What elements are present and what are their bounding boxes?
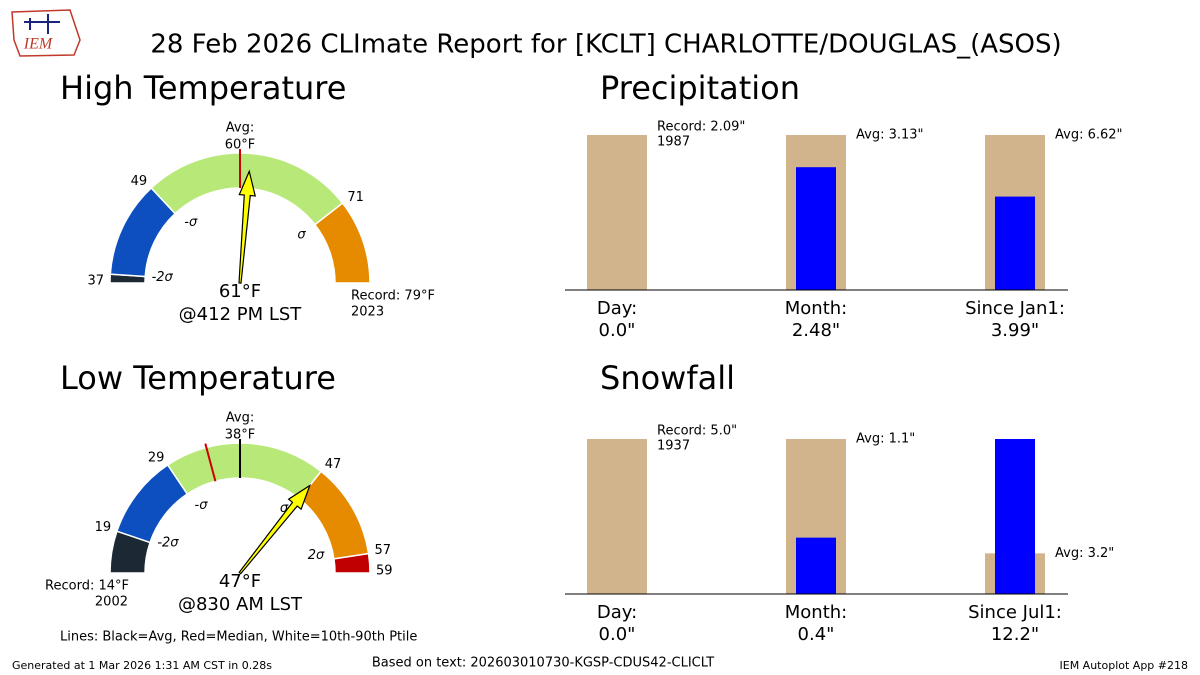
gauge-time: @830 AM LST bbox=[178, 594, 303, 615]
avg-label: Avg: bbox=[226, 121, 254, 136]
gauge-band bbox=[166, 442, 323, 500]
group-value: 2.48" bbox=[792, 320, 840, 341]
gauge-tick-label: 71 bbox=[347, 190, 364, 205]
group-value: 12.2" bbox=[991, 624, 1039, 645]
footer-left: Generated at 1 Mar 2026 1:31 AM CST in 0… bbox=[12, 659, 272, 672]
gauge-tick-label: 59 bbox=[376, 564, 393, 579]
avg-value-label: 38°F bbox=[225, 428, 256, 443]
logo: IEM bbox=[11, 9, 81, 57]
observed-bar bbox=[796, 537, 836, 594]
reference-label: Record: 2.09" bbox=[657, 120, 745, 135]
panel-title: Snowfall bbox=[600, 359, 735, 397]
gauge-tick-label: 19 bbox=[95, 520, 112, 535]
avg-value-label: 60°F bbox=[225, 138, 256, 153]
group-value: 0.4" bbox=[798, 624, 835, 645]
group-value: 0.0" bbox=[599, 624, 636, 645]
observed-bar bbox=[796, 167, 836, 290]
avg-label: Avg: bbox=[226, 411, 254, 426]
reference-label: Avg: 3.2" bbox=[1055, 546, 1114, 561]
group-label: Month: bbox=[785, 298, 847, 319]
sigma-label: σ bbox=[297, 228, 306, 243]
observed-bar bbox=[995, 196, 1035, 290]
median-line bbox=[204, 443, 217, 482]
gauge-tick-label: 47 bbox=[325, 457, 342, 472]
sigma-label: 2σ bbox=[308, 548, 325, 563]
sigma-label: σ bbox=[280, 501, 289, 516]
sigma-label: -2σ bbox=[157, 536, 179, 551]
record-label: Record: 79°F bbox=[351, 289, 435, 304]
legend: Lines: Black=Avg, Red=Median, White=10th… bbox=[60, 630, 417, 645]
gauge-title: High Temperature bbox=[60, 69, 346, 107]
gauge-time: @412 PM LST bbox=[179, 304, 303, 325]
report-title: 28 Feb 2026 CLImate Report for [KCLT] CH… bbox=[150, 30, 1061, 60]
observed-bar bbox=[995, 439, 1035, 594]
gauge-tick-label: 57 bbox=[374, 543, 391, 558]
panel-title: Precipitation bbox=[600, 69, 800, 107]
logo-icon bbox=[24, 14, 60, 34]
gauge-title: Low Temperature bbox=[60, 359, 336, 397]
group-label: Since Jul1: bbox=[968, 602, 1062, 623]
gauge-tick-label: 49 bbox=[131, 174, 148, 189]
reference-year: 1987 bbox=[657, 135, 690, 150]
reference-bar bbox=[587, 439, 647, 594]
sigma-label: -2σ bbox=[152, 270, 174, 285]
sigma-label: -σ bbox=[184, 215, 198, 230]
gauge-tick-label: 29 bbox=[148, 450, 165, 465]
group-label: Day: bbox=[597, 298, 637, 319]
record-label: Record: 14°F bbox=[45, 579, 129, 594]
reference-year: 1937 bbox=[657, 439, 690, 454]
gauge-tick-label: 37 bbox=[87, 274, 104, 289]
logo-text: IEM bbox=[23, 36, 54, 53]
footer-right: IEM Autoplot App #218 bbox=[1060, 659, 1189, 672]
sigma-label: -σ bbox=[195, 498, 209, 513]
group-value: 3.99" bbox=[991, 320, 1039, 341]
group-value: 0.0" bbox=[599, 320, 636, 341]
gauge-band bbox=[333, 552, 371, 574]
record-year: 2023 bbox=[351, 305, 384, 320]
record-year: 2002 bbox=[95, 595, 128, 610]
gauge-value: 61°F bbox=[219, 281, 261, 302]
gauge-value: 47°F bbox=[219, 571, 261, 592]
reference-label: Record: 5.0" bbox=[657, 424, 737, 439]
group-label: Since Jan1: bbox=[965, 298, 1065, 319]
group-label: Day: bbox=[597, 602, 637, 623]
reference-bar bbox=[587, 135, 647, 290]
gauge-band bbox=[313, 202, 371, 284]
needle bbox=[238, 483, 312, 575]
reference-label: Avg: 3.13" bbox=[856, 128, 924, 143]
reference-label: Avg: 6.62" bbox=[1055, 128, 1123, 143]
footer-center: Based on text: 202603010730-KGSP-CDUS42-… bbox=[372, 656, 714, 671]
group-label: Month: bbox=[785, 602, 847, 623]
reference-label: Avg: 1.1" bbox=[856, 432, 915, 447]
needle bbox=[238, 169, 257, 284]
